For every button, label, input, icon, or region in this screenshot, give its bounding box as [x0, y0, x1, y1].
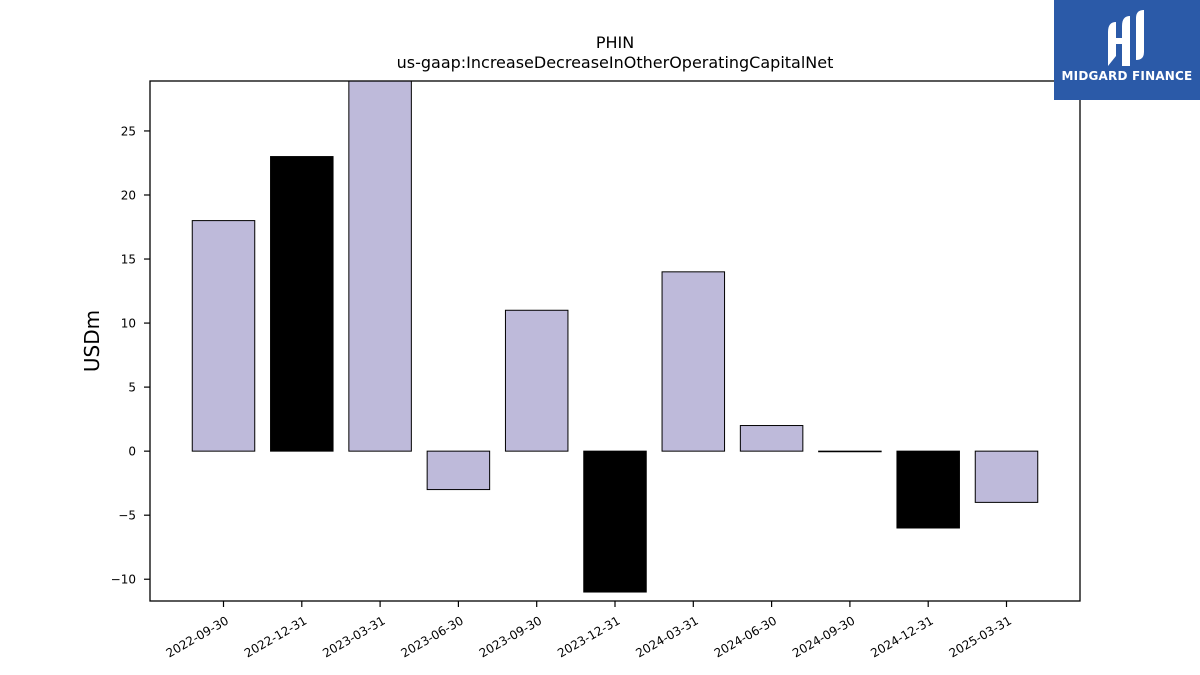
y-tick-label: 10: [121, 317, 136, 331]
x-tick-label: 2024-09-30: [790, 613, 857, 660]
bar-2025-03-31: [974, 450, 1039, 503]
y-tick-label: −5: [118, 509, 136, 523]
bar-2023-12-31: [583, 450, 647, 593]
x-tick-label: 2025-03-31: [947, 613, 1014, 660]
chart-subtitle: us-gaap:IncreaseDecreaseInOtherOperating…: [397, 53, 834, 72]
chart-title: PHIN: [596, 33, 634, 52]
y-axis-label: USDm: [80, 310, 104, 372]
x-tick-label: 2024-12-31: [868, 613, 935, 660]
bar-2024-09-30: [818, 450, 882, 453]
y-tick-label: 20: [121, 188, 136, 202]
y-tick-label: 5: [128, 381, 136, 395]
bar-2022-12-31: [270, 156, 334, 452]
bars-group: [191, 81, 1039, 593]
bar-2024-06-30: [739, 425, 804, 452]
y-tick-label: 0: [128, 445, 136, 459]
bar-2024-03-31: [661, 271, 726, 452]
bar-2023-06-30: [426, 450, 491, 491]
x-tick-label: 2024-03-31: [633, 613, 700, 660]
y-tick-label: 15: [121, 253, 136, 267]
x-tick-label: 2023-06-30: [398, 613, 465, 660]
bar-2023-03-31: [348, 81, 412, 452]
x-tick-label: 2023-12-31: [555, 613, 622, 660]
bar-2022-09-30: [191, 220, 256, 452]
plot-frame: [149, 80, 1081, 602]
logo-text: MIDGARD FINANCE: [1061, 69, 1193, 83]
x-tick-label: 2022-12-31: [242, 613, 309, 660]
x-tick-label: 2024-06-30: [712, 613, 779, 660]
y-tick-label: −10: [111, 573, 136, 587]
bar-2024-12-31: [896, 450, 960, 529]
y-axis-ticks: −10 −5 0 5 10 15 20 25: [111, 124, 150, 587]
midgard-logo-icon: [1108, 10, 1144, 66]
x-axis-ticks: 2022-09-30 2022-12-31 2023-03-31 2023-06-30…: [164, 601, 1014, 660]
x-tick-label: 2023-09-30: [477, 613, 544, 660]
x-tick-label: 2023-03-31: [320, 613, 387, 660]
midgard-finance-logo: MIDGARD FINANCE: [1054, 0, 1200, 100]
y-tick-label: 25: [121, 124, 136, 138]
bar-2023-09-30: [504, 309, 569, 452]
x-tick-label: 2022-09-30: [164, 613, 231, 660]
